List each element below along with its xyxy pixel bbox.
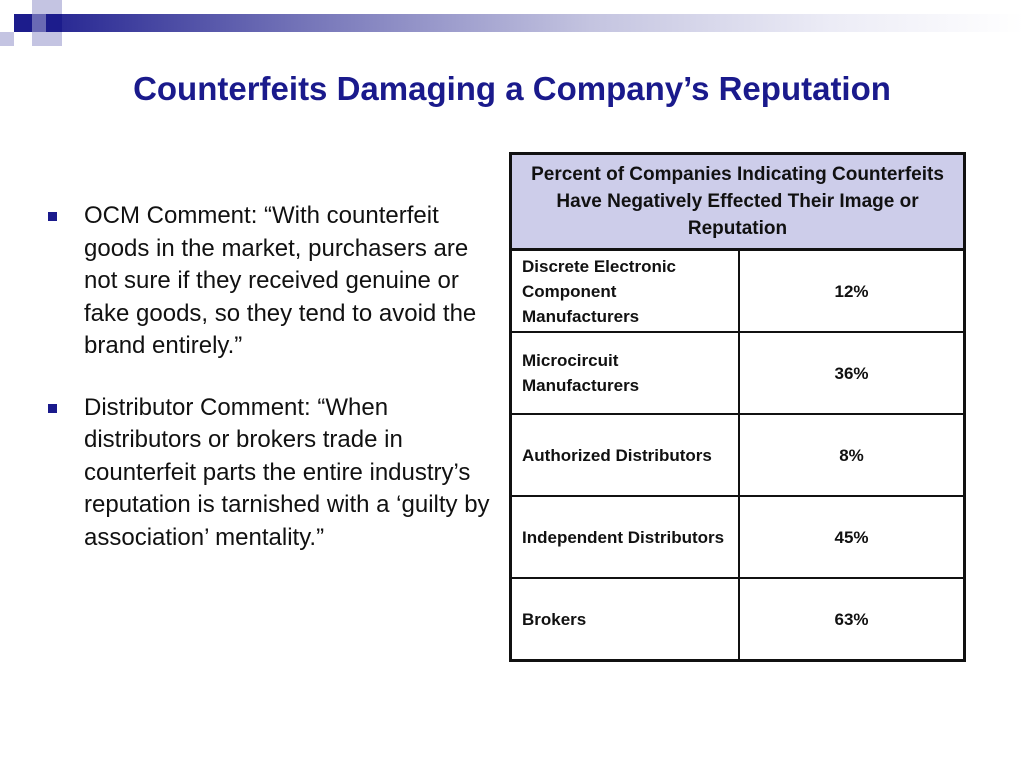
bullet-text: OCM Comment: “With counterfeit goods in … (84, 202, 477, 359)
category-cell: Microcircuit Manufacturers (509, 331, 740, 415)
bullet-item: Distributor Comment: “When distributors … (42, 392, 492, 555)
percent-cell: 45% (738, 495, 966, 579)
category-cell: Authorized Distributors (509, 413, 740, 497)
percent-cell: 8% (738, 413, 966, 497)
survey-table: Percent of Companies Indicating Counterf… (509, 152, 966, 662)
header-square-light (0, 32, 14, 46)
header-square-dark (46, 14, 62, 32)
bullet-text: Distributor Comment: “When distributors … (84, 393, 490, 551)
header-square-dark (14, 14, 32, 32)
slide-title: Counterfeits Damaging a Company’s Reputa… (133, 70, 891, 107)
table-row: Brokers 63% (509, 577, 966, 662)
table-row: Microcircuit Manufacturers 36% (509, 331, 966, 415)
table-header-row: Percent of Companies Indicating Counterf… (509, 152, 966, 251)
header-square-light (32, 0, 62, 14)
table-row: Discrete Electronic Component Manufactur… (509, 248, 966, 333)
table-header: Percent of Companies Indicating Counterf… (509, 152, 966, 251)
table-row: Independent Distributors 45% (509, 495, 966, 579)
percent-cell: 63% (738, 577, 966, 662)
category-cell: Brokers (509, 577, 740, 662)
percent-cell: 36% (738, 331, 966, 415)
bullet-list: OCM Comment: “With counterfeit goods in … (42, 200, 492, 583)
header-gradient-bar (62, 14, 1024, 32)
header-square-mid (32, 14, 46, 32)
bullet-item: OCM Comment: “With counterfeit goods in … (42, 200, 492, 363)
square-bullet-icon (48, 212, 57, 221)
square-bullet-icon (48, 403, 57, 413)
category-cell: Independent Distributors (509, 495, 740, 579)
category-cell: Discrete Electronic Component Manufactur… (509, 248, 740, 333)
table-row: Authorized Distributors 8% (509, 413, 966, 497)
percent-cell: 12% (738, 248, 966, 333)
header-square-light (32, 32, 62, 46)
